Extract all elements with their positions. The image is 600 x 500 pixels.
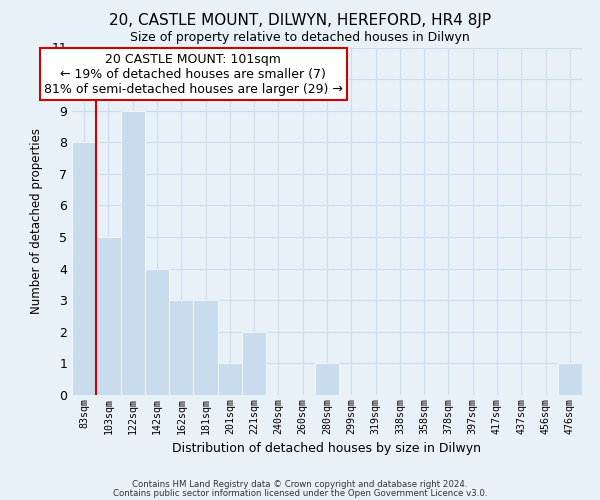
Bar: [315, 364, 339, 395]
Text: 20, CASTLE MOUNT, DILWYN, HEREFORD, HR4 8JP: 20, CASTLE MOUNT, DILWYN, HEREFORD, HR4 …: [109, 12, 491, 28]
Bar: [558, 364, 582, 395]
Text: 20 CASTLE MOUNT: 101sqm
← 19% of detached houses are smaller (7)
81% of semi-det: 20 CASTLE MOUNT: 101sqm ← 19% of detache…: [44, 53, 343, 96]
Text: Contains public sector information licensed under the Open Government Licence v3: Contains public sector information licen…: [113, 489, 487, 498]
Text: Contains HM Land Registry data © Crown copyright and database right 2024.: Contains HM Land Registry data © Crown c…: [132, 480, 468, 489]
Bar: [193, 300, 218, 395]
Bar: [145, 268, 169, 395]
Bar: [218, 364, 242, 395]
Bar: [96, 237, 121, 395]
Text: Size of property relative to detached houses in Dilwyn: Size of property relative to detached ho…: [130, 31, 470, 44]
Bar: [242, 332, 266, 395]
Y-axis label: Number of detached properties: Number of detached properties: [30, 128, 43, 314]
Bar: [72, 142, 96, 395]
Bar: [121, 110, 145, 395]
X-axis label: Distribution of detached houses by size in Dilwyn: Distribution of detached houses by size …: [173, 442, 482, 455]
Bar: [169, 300, 193, 395]
